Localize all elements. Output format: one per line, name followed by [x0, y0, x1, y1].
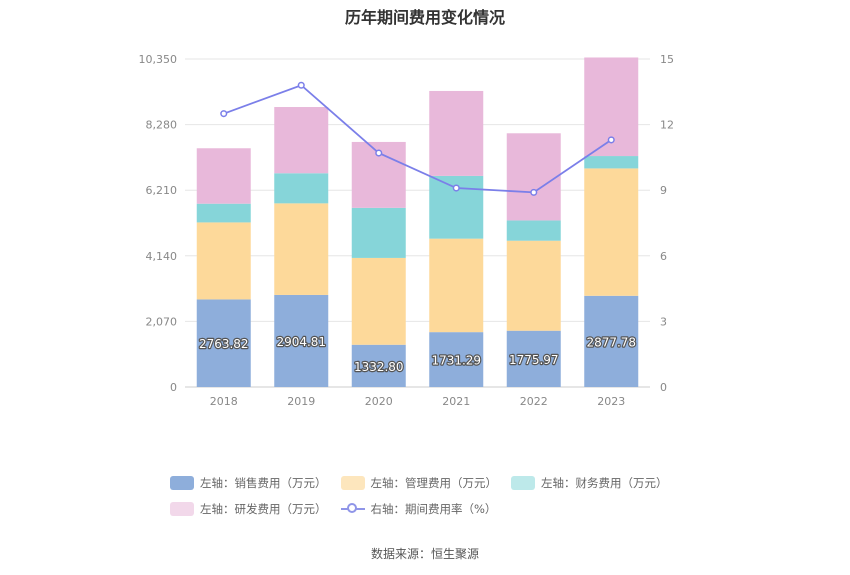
rate-point — [375, 149, 383, 157]
legend-item-finance[interactable]: 左轴：财务费用（万元） — [511, 475, 668, 491]
rate-line — [223, 84, 612, 194]
legend: 左轴：销售费用（万元） 左轴：管理费用（万元） 左轴：财务费用（万元） 左轴：研… — [170, 471, 730, 523]
left-tick-label: 2,070 — [146, 315, 178, 328]
bar-segment-0 — [506, 330, 561, 387]
right-tick-label: 6 — [660, 250, 667, 263]
legend-item-rate[interactable]: 右轴：期间费用率（%） — [340, 501, 497, 517]
legend-item-sales[interactable]: 左轴：销售费用（万元） — [170, 475, 327, 491]
bar-segment-1 — [351, 257, 406, 345]
bar-segment-3 — [506, 133, 561, 221]
data-label: 2904.81 — [276, 335, 326, 349]
legend-swatch-sales — [170, 476, 194, 490]
legend-item-admin[interactable]: 左轴：管理费用（万元） — [340, 475, 498, 491]
left-tick-label: 10,350 — [139, 53, 178, 66]
legend-swatch-admin — [340, 476, 365, 490]
x-tick-label: 2022 — [520, 395, 548, 408]
x-tick-label: 2021 — [442, 395, 470, 408]
data-label: 1775.97 — [509, 353, 559, 367]
bar-segment-0 — [351, 344, 406, 387]
right-tick-label: 15 — [660, 53, 674, 66]
legend-swatch-rate — [340, 502, 365, 516]
bar-segment-1 — [584, 168, 639, 296]
bar-segment-0 — [584, 295, 639, 387]
bar-segment-0 — [429, 332, 484, 387]
bar-segment-0 — [274, 294, 329, 387]
legend-swatch-rnd — [170, 502, 194, 516]
legend-label-admin: 左轴：管理费用（万元） — [370, 476, 498, 490]
chart-title: 历年期间费用变化情况 — [344, 8, 505, 27]
x-tick-label: 2018 — [210, 395, 238, 408]
data-label: 1731.29 — [431, 354, 481, 368]
data-label: 2877.78 — [586, 335, 636, 349]
data-label: 1332.80 — [354, 360, 404, 374]
legend-item-rnd[interactable]: 左轴：研发费用（万元） — [170, 501, 327, 517]
bar-segment-2 — [506, 220, 561, 241]
left-tick-label: 4,140 — [146, 250, 178, 263]
right-tick-label: 3 — [660, 315, 667, 328]
left-tick-label: 8,280 — [146, 119, 178, 132]
bar-segment-3 — [429, 90, 484, 176]
right-tick-label: 12 — [660, 119, 674, 132]
bar-segment-1 — [506, 240, 561, 331]
bar-segment-3 — [196, 148, 251, 204]
rate-point — [530, 188, 538, 196]
bar-segment-3 — [274, 107, 329, 174]
left-tick-label: 6,210 — [146, 184, 178, 197]
bar-segment-2 — [351, 207, 406, 258]
bar-segment-2 — [196, 203, 251, 223]
bar-segment-0 — [196, 299, 251, 387]
legend-label-rate: 右轴：期间费用率（%） — [370, 502, 497, 516]
left-tick-label: 0 — [170, 381, 177, 394]
rate-point — [607, 136, 615, 144]
bar-segment-1 — [274, 203, 329, 295]
rate-point — [297, 81, 305, 89]
x-tick-label: 2020 — [365, 395, 393, 408]
legend-label-sales: 左轴：销售费用（万元） — [200, 476, 327, 490]
data-label: 2763.82 — [199, 337, 249, 351]
bar-segment-1 — [196, 222, 251, 300]
data-source: 数据来源：恒生聚源 — [370, 547, 479, 561]
right-tick-label: 0 — [660, 381, 667, 394]
legend-label-finance: 左轴：财务费用（万元） — [541, 476, 668, 490]
bar-segment-2 — [274, 173, 329, 204]
legend-label-rnd: 左轴：研发费用（万元） — [200, 502, 327, 516]
x-tick-label: 2019 — [287, 395, 315, 408]
bar-segment-2 — [584, 156, 639, 169]
rate-point — [220, 110, 228, 118]
legend-swatch-finance — [511, 476, 535, 490]
bar-segment-1 — [429, 238, 484, 333]
rate-point — [452, 184, 460, 192]
x-tick-label: 2023 — [597, 395, 625, 408]
right-tick-label: 9 — [660, 184, 667, 197]
